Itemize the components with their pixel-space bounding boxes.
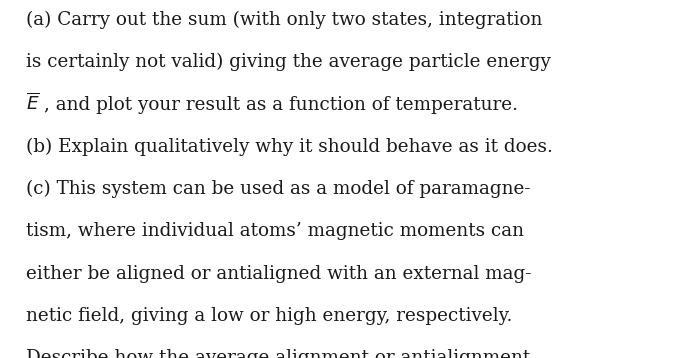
Text: (c) This system can be used as a model of paramagne-: (c) This system can be used as a model o… xyxy=(26,180,530,198)
Text: either be aligned or antialigned with an external mag-: either be aligned or antialigned with an… xyxy=(26,265,531,282)
Text: tism, where individual atoms’ magnetic moments can: tism, where individual atoms’ magnetic m… xyxy=(26,222,524,240)
Text: netic field, giving a low or high energy, respectively.: netic field, giving a low or high energy… xyxy=(26,307,512,325)
Text: is certainly not valid) giving the average particle energy: is certainly not valid) giving the avera… xyxy=(26,53,551,71)
Text: $\overline{E}$: $\overline{E}$ xyxy=(26,93,39,113)
Text: Describe how the average alignment or antialignment: Describe how the average alignment or an… xyxy=(26,349,530,358)
Text: (b) Explain qualitatively why it should behave as it does.: (b) Explain qualitatively why it should … xyxy=(26,137,553,156)
Text: (a) Carry out the sum (with only two states, integration: (a) Carry out the sum (with only two sta… xyxy=(26,11,542,29)
Text: , and plot your result as a function of temperature.: , and plot your result as a function of … xyxy=(44,96,518,113)
